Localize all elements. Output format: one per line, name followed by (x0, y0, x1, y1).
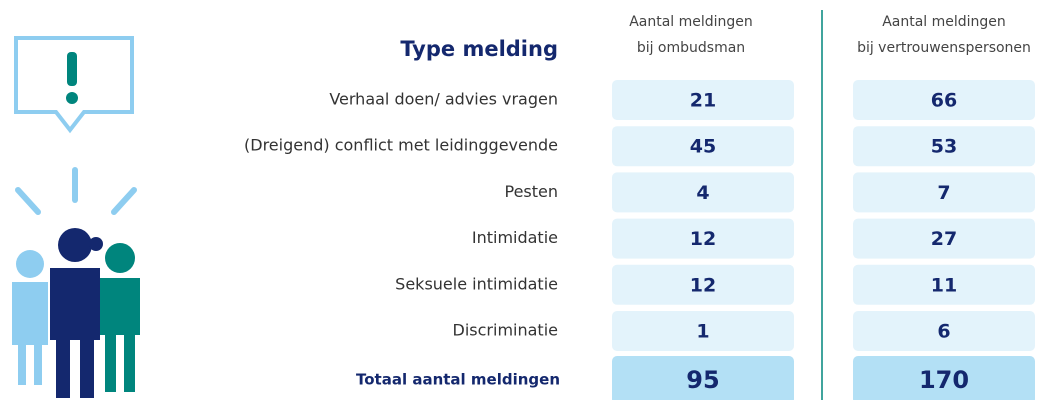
cell-value: 6 (937, 321, 950, 343)
row-label: (Dreigend) conflict met leidinggevende (244, 136, 558, 155)
cell-value: 12 (690, 228, 716, 250)
cell-value: 27 (931, 228, 957, 250)
cell-value: 12 (690, 274, 716, 296)
cell-value: 11 (931, 274, 957, 296)
total-label: Totaal aantal meldingen (356, 371, 560, 389)
total-value: 95 (686, 366, 719, 394)
table-title: Type melding (400, 37, 558, 61)
column-header: bij ombudsman (637, 40, 745, 56)
row-label: Seksuele intimidatie (395, 274, 558, 293)
column-header: bij vertrouwenspersonen (857, 40, 1031, 56)
column-header: Aantal meldingen (882, 14, 1006, 30)
row-label: Intimidatie (472, 228, 558, 247)
row-label: Verhaal doen/ advies vragen (329, 90, 558, 109)
row-label: Discriminatie (453, 321, 558, 340)
person-left (12, 250, 48, 385)
person-center (50, 228, 103, 398)
ray (114, 190, 134, 212)
column-header: Aantal meldingen (629, 14, 753, 30)
page: Type melding Aantal meldingen bij ombudsm… (0, 0, 1049, 400)
ray (18, 190, 38, 212)
total-value: 170 (919, 366, 969, 394)
cell-value: 45 (690, 136, 716, 158)
illustration (12, 38, 140, 398)
cell-value: 7 (937, 182, 950, 204)
row-label: Pesten (504, 182, 558, 201)
cell-value: 21 (690, 90, 716, 112)
cell-value: 4 (696, 182, 709, 204)
exclamation (67, 52, 77, 86)
exclamation-dot (66, 92, 78, 104)
cell-value: 66 (931, 90, 957, 112)
cell-value: 1 (696, 321, 709, 343)
person-right (100, 243, 140, 392)
cell-value: 53 (931, 136, 957, 158)
